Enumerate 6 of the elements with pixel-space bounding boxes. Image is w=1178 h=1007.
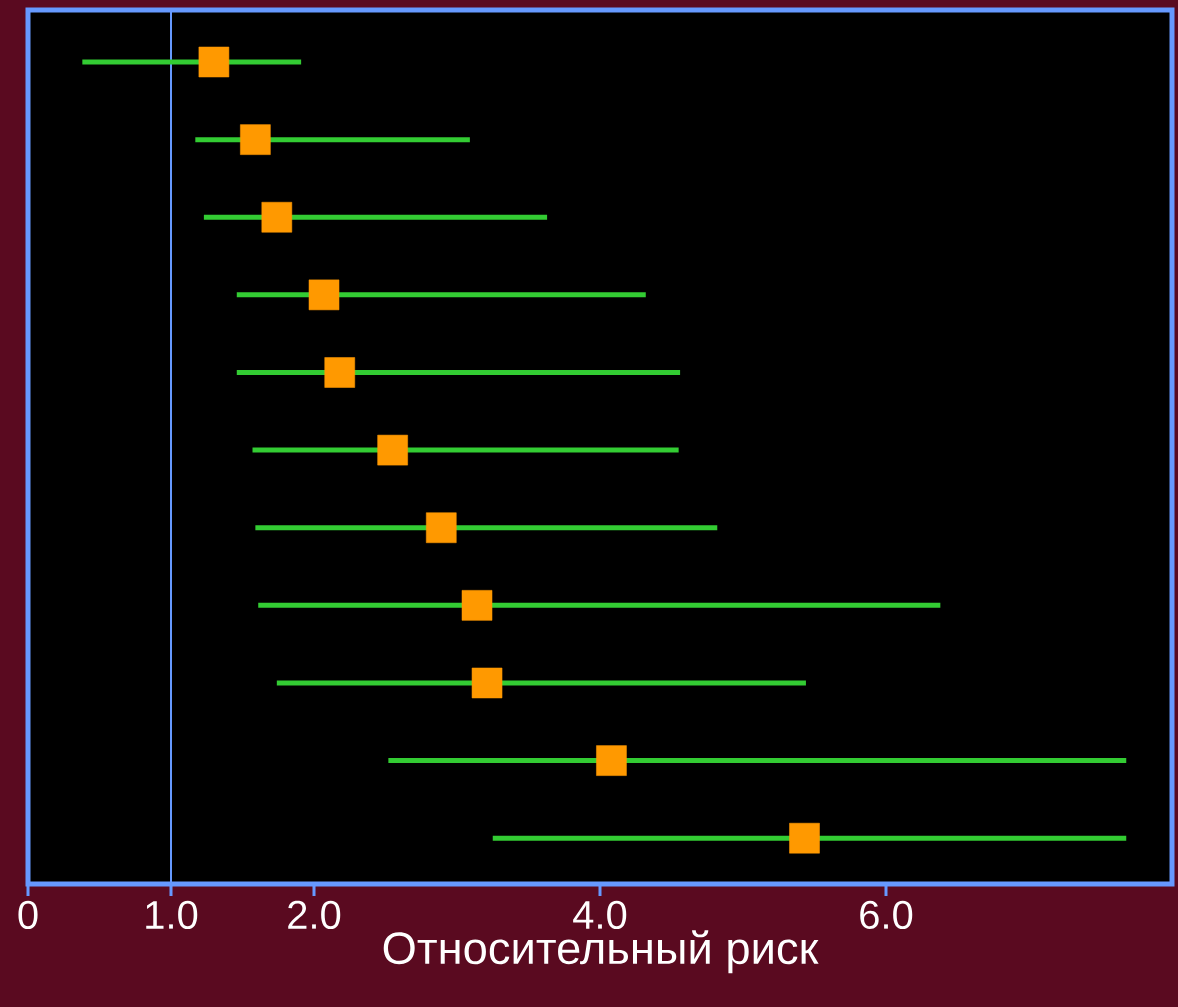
x-tick-label: 2.0 — [288, 900, 341, 930]
x-tick-label: 4.0 — [573, 900, 627, 930]
x-tick-label: 0 — [18, 900, 38, 930]
x-tick-label: 1.0 — [146, 900, 198, 930]
x-axis-title: Относительный риск — [383, 930, 819, 974]
x-tick-label: 6.0 — [860, 900, 913, 930]
